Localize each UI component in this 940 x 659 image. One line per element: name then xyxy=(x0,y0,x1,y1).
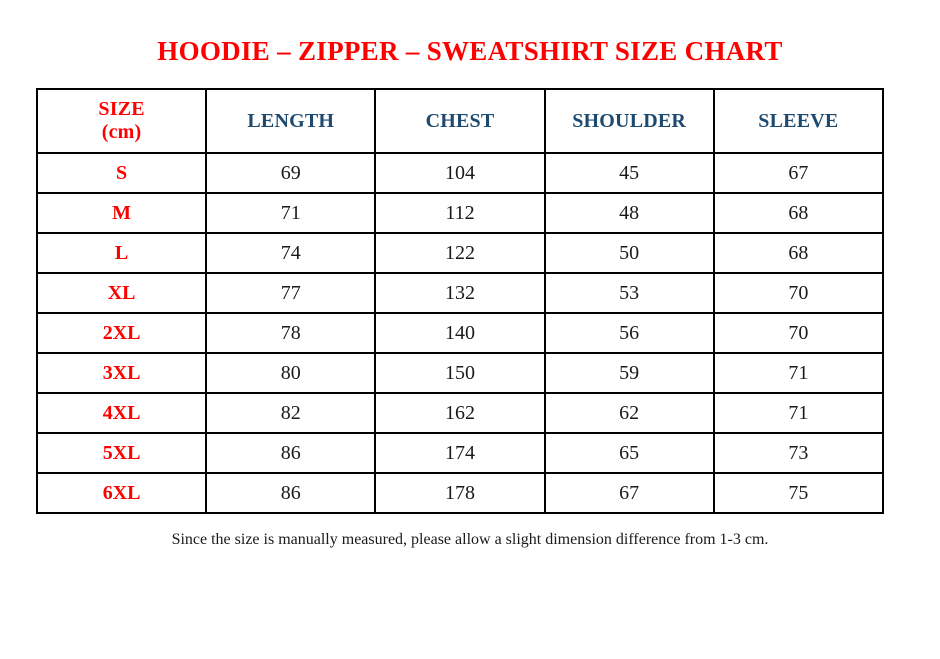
shoulder-cell: 56 xyxy=(543,312,715,354)
stray-dot-mark: . xyxy=(476,35,481,54)
shoulder-cell: 48 xyxy=(543,192,715,234)
length-cell: 74 xyxy=(205,232,377,274)
page-title: HOODIE – ZIPPER – SWEATSHIRT SIZE CHART xyxy=(157,36,783,66)
shoulder-cell: 59 xyxy=(543,352,715,394)
sleeve-cell: 70 xyxy=(712,312,885,354)
shoulder-cell: 53 xyxy=(543,272,715,314)
sleeve-cell: 68 xyxy=(712,192,885,234)
length-cell: 71 xyxy=(205,192,377,234)
size-cell: L xyxy=(35,232,208,274)
size-chart-page: . HOODIE – ZIPPER – SWEATSHIRT SIZE CHAR… xyxy=(0,36,940,549)
chest-cell: 162 xyxy=(374,392,546,434)
size-cell: XL xyxy=(35,272,208,314)
length-cell: 78 xyxy=(205,312,377,354)
table-row: XL 77 132 53 70 xyxy=(35,272,885,314)
length-cell: 86 xyxy=(205,472,377,514)
chest-cell: 174 xyxy=(374,432,546,474)
table-row: 2XL 78 140 56 70 xyxy=(35,312,885,354)
shoulder-cell: 67 xyxy=(543,472,715,514)
chest-cell: 112 xyxy=(374,192,546,234)
sleeve-cell: 73 xyxy=(712,432,885,474)
col-header-size-cm: SIZE (cm) xyxy=(35,88,208,154)
size-cell: 3XL xyxy=(35,352,208,394)
sleeve-cell: 71 xyxy=(712,392,885,434)
sleeve-cell: 70 xyxy=(712,272,885,314)
length-cell: 69 xyxy=(205,152,377,194)
size-cell: 2XL xyxy=(35,312,208,354)
chest-cell: 122 xyxy=(374,232,546,274)
table-row: 4XL 82 162 62 71 xyxy=(35,392,885,434)
chest-cell: 150 xyxy=(374,352,546,394)
sleeve-cell: 71 xyxy=(712,352,885,394)
chest-cell: 104 xyxy=(374,152,546,194)
shoulder-cell: 50 xyxy=(543,232,715,274)
chest-cell: 132 xyxy=(374,272,546,314)
length-cell: 82 xyxy=(205,392,377,434)
shoulder-cell: 62 xyxy=(543,392,715,434)
shoulder-cell: 45 xyxy=(543,152,715,194)
shoulder-cell: 65 xyxy=(543,432,715,474)
table-row: M 71 112 48 68 xyxy=(35,192,885,234)
size-chart-table: SIZE (cm) LENGTH CHEST SHOULDER SLEEVE S… xyxy=(35,88,885,514)
sleeve-cell: 67 xyxy=(712,152,885,194)
size-cell: M xyxy=(35,192,208,234)
measurement-note: Since the size is manually measured, ple… xyxy=(171,531,769,548)
table-header-row: SIZE (cm) LENGTH CHEST SHOULDER SLEEVE xyxy=(35,88,885,154)
length-cell: 86 xyxy=(205,432,377,474)
size-cell: 5XL xyxy=(35,432,208,474)
col-header-chest: CHEST xyxy=(374,88,546,154)
table-row: S 69 104 45 67 xyxy=(35,152,885,194)
sleeve-cell: 68 xyxy=(712,232,885,274)
chest-cell: 140 xyxy=(374,312,546,354)
col-header-length: LENGTH xyxy=(205,88,377,154)
length-cell: 80 xyxy=(205,352,377,394)
size-cell: 6XL xyxy=(35,472,208,514)
length-cell: 77 xyxy=(205,272,377,314)
sleeve-cell: 75 xyxy=(712,472,885,514)
table-row: L 74 122 50 68 xyxy=(35,232,885,274)
col-header-shoulder: SHOULDER xyxy=(543,88,715,154)
chest-cell: 178 xyxy=(374,472,546,514)
size-cell: 4XL xyxy=(35,392,208,434)
table-row: 6XL 86 178 67 75 xyxy=(35,472,885,514)
table-row: 3XL 80 150 59 71 xyxy=(35,352,885,394)
col-header-sleeve: SLEEVE xyxy=(712,88,885,154)
table-row: 5XL 86 174 65 73 xyxy=(35,432,885,474)
size-cell: S xyxy=(35,152,208,194)
